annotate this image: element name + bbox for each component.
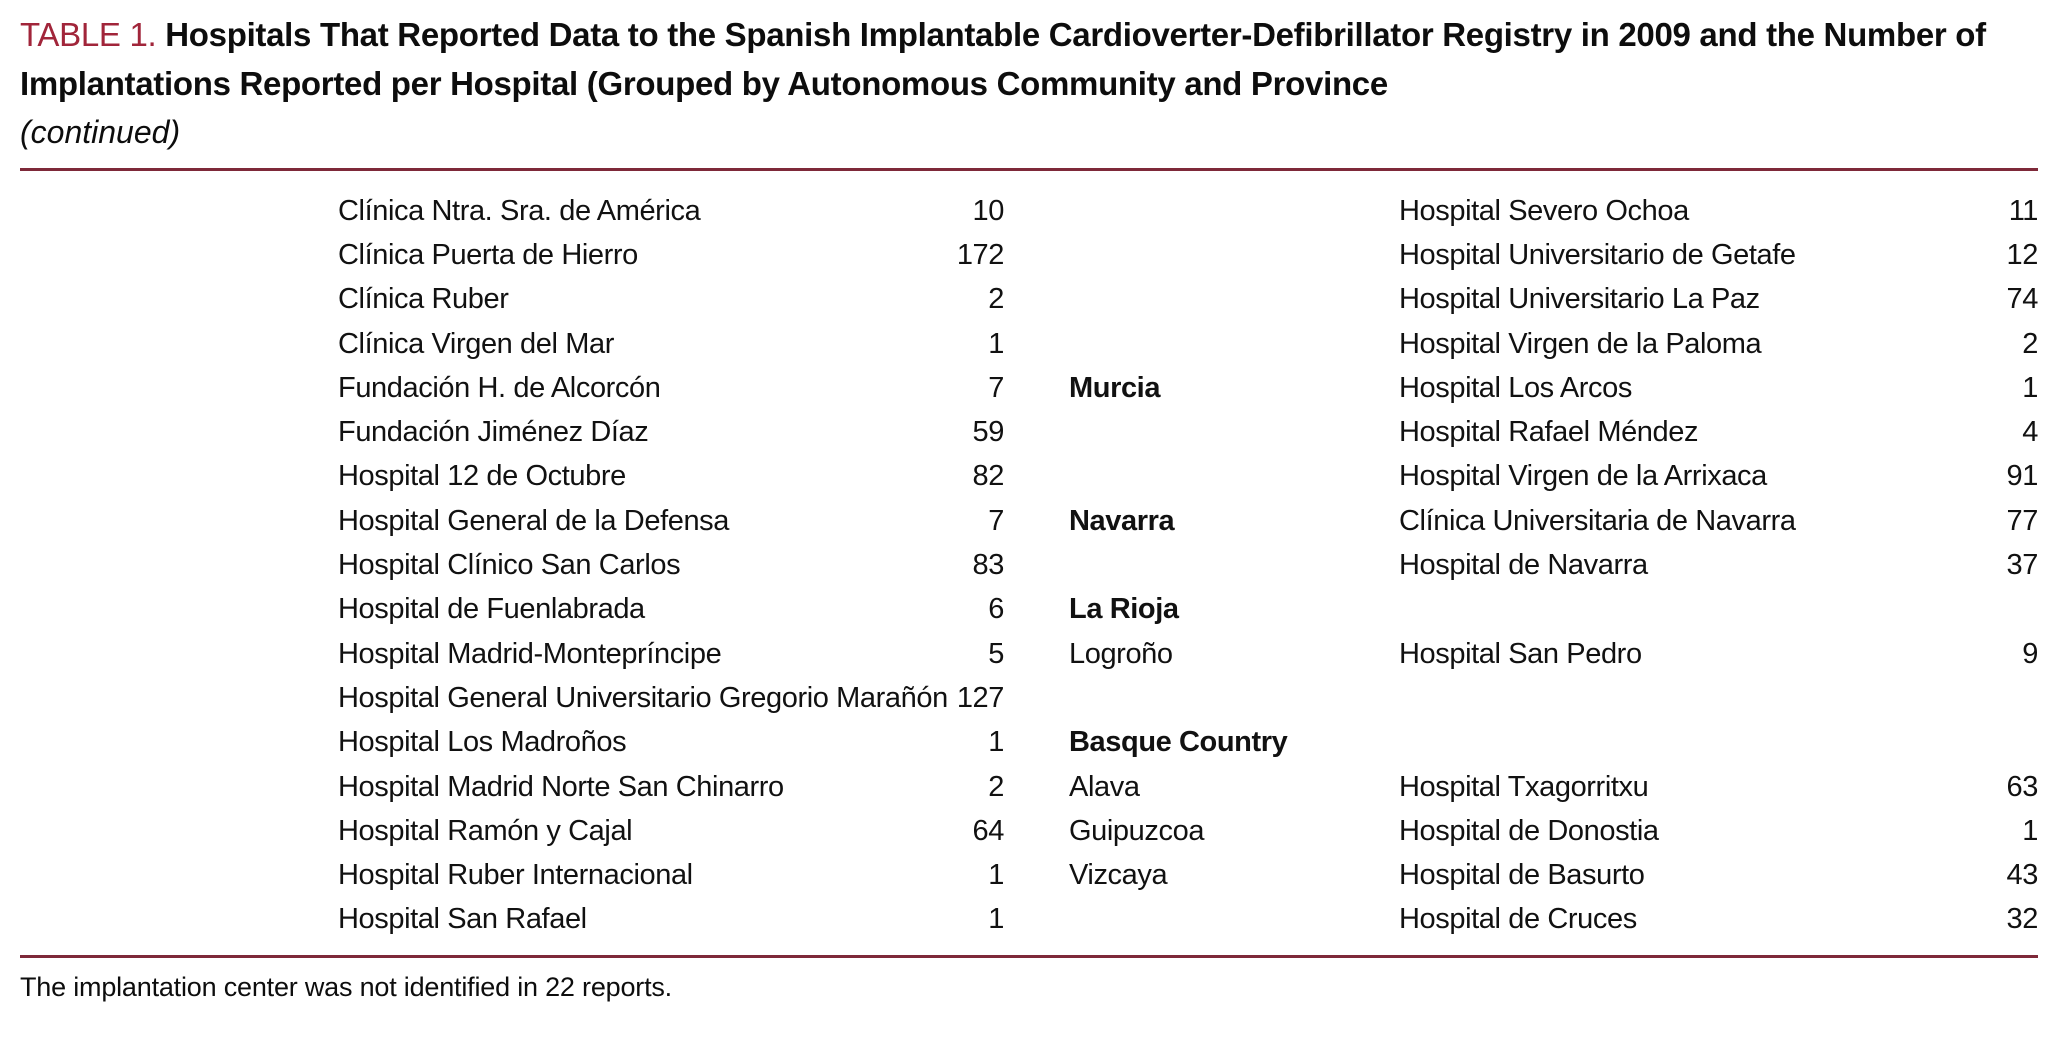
- implant-count-right: 4: [2022, 416, 2038, 449]
- implant-count-right: 9: [2022, 637, 2038, 670]
- top-rule: [20, 168, 2038, 171]
- hospital-name-right: Hospital Txagorritxu: [1399, 770, 1649, 803]
- implant-count-left: 1: [988, 327, 1004, 360]
- table-number-label: TABLE 1.: [20, 16, 157, 53]
- table-title: TABLE 1. Hospitals That Reported Data to…: [20, 10, 2005, 108]
- table-body: Clínica Ntra. Sra. de América 10 Hospita…: [20, 189, 2040, 942]
- implant-count-right: 63: [2006, 770, 2039, 803]
- implant-count-left: 1: [988, 726, 1004, 759]
- hospital-name-right: Hospital Los Arcos: [1399, 371, 1632, 404]
- hospital-name-left: Hospital General de la Defensa: [338, 504, 730, 537]
- region-right-cell: La Rioja: [1069, 593, 1179, 626]
- hospital-name-right: Hospital de Basurto: [1399, 859, 1645, 892]
- implant-count-left: 2: [988, 770, 1004, 803]
- registry-table: Clínica Ntra. Sra. de América 10 Hospita…: [20, 189, 2040, 942]
- hospital-name-left: Hospital Madrid Norte San Chinarro: [338, 770, 784, 803]
- hospital-name-left: Hospital San Rafael: [338, 903, 587, 936]
- hospital-name-right: Hospital de Cruces: [1399, 903, 1637, 936]
- hospital-name-left: Hospital General Universitario Gregorio …: [338, 681, 948, 714]
- implant-count-right: 43: [2006, 859, 2039, 892]
- implant-count-left: 172: [956, 238, 1005, 271]
- hospital-name-left: Hospital Los Madroños: [338, 726, 627, 759]
- implant-count-right: 2: [2022, 327, 2038, 360]
- hospital-name-right: Hospital de Navarra: [1399, 549, 1648, 582]
- implant-count-right: 11: [2008, 194, 2039, 227]
- table-row: Clínica Ruber 2 Hospital Universitario L…: [20, 278, 2040, 322]
- continued-label: (continued): [20, 114, 181, 150]
- implant-count-left: 6: [988, 593, 1004, 626]
- hospital-name-right: Hospital de Donostia: [1399, 814, 1659, 847]
- hospital-name-left: Hospital Ruber Internacional: [338, 859, 693, 892]
- implant-count-right: 1: [2022, 371, 2038, 404]
- hospital-name-left: Hospital Ramón y Cajal: [338, 814, 633, 847]
- hospital-name-left: Clínica Virgen del Mar: [338, 327, 614, 360]
- implant-count-left: 10: [972, 194, 1005, 227]
- table-row: Hospital Clínico San Carlos 83 Hospital …: [20, 543, 2040, 587]
- table-row: Hospital Ruber Internacional 1 Vizcaya H…: [20, 853, 2040, 897]
- implant-count-left: 59: [972, 416, 1005, 449]
- implant-count-right: 1: [2022, 814, 2038, 847]
- implant-count-right: 37: [2006, 549, 2039, 582]
- hospital-name-right: Hospital Virgen de la Paloma: [1399, 327, 1762, 360]
- table-title-text: Hospitals That Reported Data to the Span…: [20, 16, 1986, 102]
- hospital-name-right: Hospital Rafael Méndez: [1399, 416, 1699, 449]
- table-row: Hospital Madrid Norte San Chinarro 2 Ala…: [20, 765, 2040, 809]
- implant-count-left: 7: [988, 504, 1004, 537]
- implant-count-right: 32: [2006, 903, 2039, 936]
- implant-count-left: 82: [972, 460, 1005, 493]
- region-right-cell: Alava: [1069, 770, 1140, 803]
- implant-count-left: 127: [956, 681, 1005, 714]
- hospital-name-right: Hospital San Pedro: [1399, 637, 1642, 670]
- bottom-rule: [20, 955, 2038, 959]
- table-row: Hospital 12 de Octubre 82 Hospital Virge…: [20, 455, 2040, 499]
- table-row: Fundación H. de Alcorcón 7 Murcia Hospit…: [20, 366, 2040, 410]
- implant-count-right: 12: [2006, 238, 2039, 271]
- table-row: Clínica Virgen del Mar 1 Hospital Virgen…: [20, 322, 2040, 366]
- table-row: Hospital de Fuenlabrada 6 La Rioja: [20, 588, 2040, 632]
- table-row: Hospital Los Madroños 1 Basque Country: [20, 721, 2040, 765]
- implant-count-right: 77: [2006, 504, 2039, 537]
- table-row: Hospital Ramón y Cajal 64 Guipuzcoa Hosp…: [20, 809, 2040, 853]
- table-row: Fundación Jiménez Díaz 59 Hospital Rafae…: [20, 410, 2040, 454]
- hospital-name-left: Clínica Ruber: [338, 283, 509, 316]
- table-row: Hospital Madrid-Montepríncipe 5 Logroño …: [20, 632, 2040, 676]
- implant-count-right: 91: [2006, 460, 2039, 493]
- implant-count-left: 1: [988, 859, 1004, 892]
- table-row: Hospital General de la Defensa 7 Navarra…: [20, 499, 2040, 543]
- hospital-name-left: Hospital Clínico San Carlos: [338, 549, 681, 582]
- table-row: Clínica Ntra. Sra. de América 10 Hospita…: [20, 189, 2040, 233]
- implant-count-left: 2: [988, 283, 1004, 316]
- region-right-cell: Guipuzcoa: [1069, 814, 1205, 847]
- hospital-name-right: Hospital Virgen de la Arrixaca: [1399, 460, 1767, 493]
- region-right-cell: Murcia: [1069, 371, 1161, 404]
- region-right-cell: Logroño: [1069, 637, 1173, 670]
- implant-count-left: 83: [972, 549, 1005, 582]
- hospital-name-right: Hospital Universitario de Getafe: [1399, 238, 1796, 271]
- implant-count-left: 1: [988, 903, 1004, 936]
- hospital-name-left: Fundación Jiménez Díaz: [338, 416, 649, 449]
- hospital-name-left: Hospital Madrid-Montepríncipe: [338, 637, 722, 670]
- hospital-name-right: Hospital Severo Ochoa: [1399, 194, 1689, 227]
- table-row: Hospital General Universitario Gregorio …: [20, 676, 2040, 720]
- hospital-name-right: Hospital Universitario La Paz: [1399, 283, 1760, 316]
- implant-count-left: 7: [988, 371, 1004, 404]
- hospital-name-right: Clínica Universitaria de Navarra: [1399, 504, 1796, 537]
- region-right-cell: Basque Country: [1069, 726, 1288, 759]
- region-right-cell: Navarra: [1069, 504, 1175, 537]
- implant-count-left: 5: [988, 637, 1004, 670]
- hospital-name-left: Hospital de Fuenlabrada: [338, 593, 645, 626]
- table-row: Clínica Puerta de Hierro 172 Hospital Un…: [20, 233, 2040, 277]
- implant-count-left: 64: [972, 814, 1005, 847]
- implant-count-right: 74: [2006, 283, 2039, 316]
- region-right-cell: Vizcaya: [1069, 859, 1168, 892]
- table-row: Hospital San Rafael 1 Hospital de Cruces…: [20, 898, 2040, 942]
- hospital-name-left: Hospital 12 de Octubre: [338, 460, 626, 493]
- footnote: The implantation center was not identifi…: [20, 972, 672, 1003]
- hospital-name-left: Clínica Ntra. Sra. de América: [338, 194, 701, 227]
- hospital-name-left: Clínica Puerta de Hierro: [338, 238, 638, 271]
- hospital-name-left: Fundación H. de Alcorcón: [338, 371, 661, 404]
